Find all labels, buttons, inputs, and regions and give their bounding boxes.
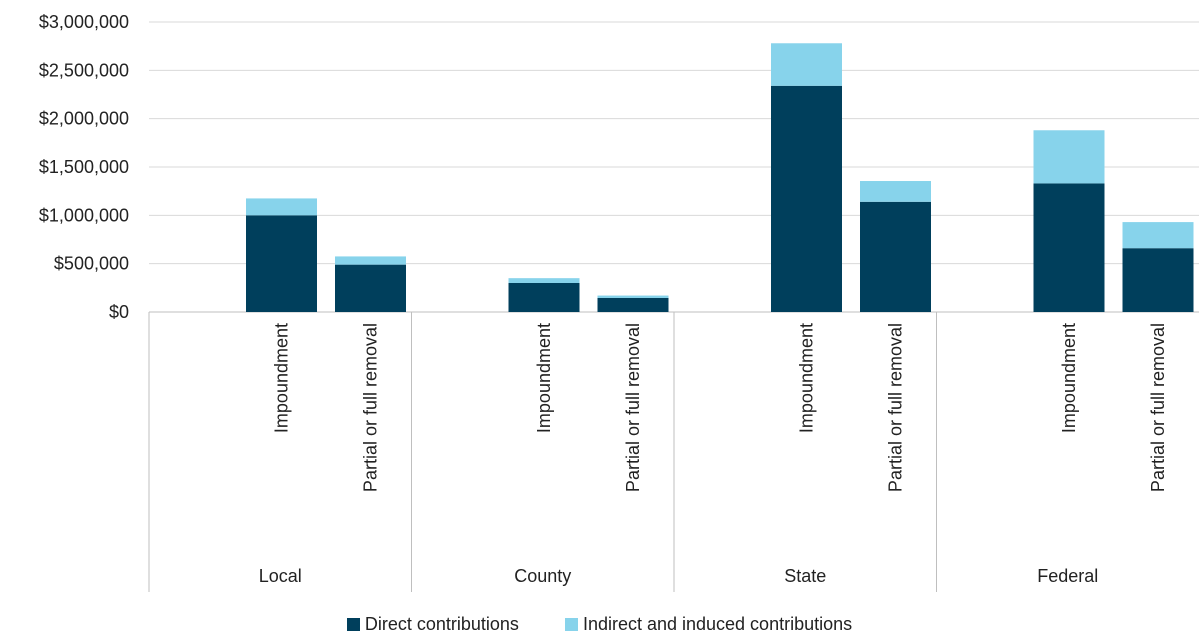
legend-item-indirect: Indirect and induced contributions bbox=[564, 613, 853, 635]
bar-indirect bbox=[508, 278, 580, 283]
category-label: Impoundment bbox=[1059, 323, 1079, 433]
bar-direct bbox=[597, 297, 669, 312]
bar-indirect bbox=[1033, 130, 1105, 184]
bar-direct bbox=[508, 283, 580, 312]
group-labels: Local County State Federal bbox=[259, 566, 1099, 586]
y-tick-label: $2,000,000 bbox=[39, 109, 129, 129]
y-tick-label: $0 bbox=[109, 302, 129, 322]
category-label: Impoundment bbox=[534, 323, 554, 433]
y-tick-label: $2,500,000 bbox=[39, 60, 129, 80]
legend-swatch-direct bbox=[346, 617, 360, 631]
bar-indirect bbox=[335, 256, 406, 265]
y-tick-label: $3,000,000 bbox=[39, 12, 129, 32]
legend-item-direct: Direct contributions bbox=[346, 613, 519, 635]
bar-indirect bbox=[246, 198, 317, 216]
category-label: Impoundment bbox=[272, 323, 292, 433]
bar-indirect bbox=[1122, 222, 1194, 249]
category-label: Partial or full removal bbox=[623, 323, 643, 492]
legend: Direct contributions Indirect and induce… bbox=[0, 610, 1199, 638]
y-tick-label: $500,000 bbox=[54, 254, 129, 274]
bar-direct bbox=[860, 201, 931, 312]
bar-indirect bbox=[860, 181, 931, 202]
y-tick-label: $1,500,000 bbox=[39, 157, 129, 177]
group-label: Local bbox=[259, 566, 302, 586]
legend-swatch-indirect bbox=[564, 617, 578, 631]
group-label: Federal bbox=[1037, 566, 1098, 586]
category-label: Partial or full removal bbox=[361, 323, 381, 492]
bar-indirect bbox=[597, 295, 669, 298]
gridlines bbox=[149, 21, 1199, 313]
category-label: Partial or full removal bbox=[1148, 323, 1168, 492]
group-label: State bbox=[784, 566, 826, 586]
y-axis-tick-labels: $0 $500,000 $1,000,000 $1,500,000 $2,000,000… bbox=[39, 12, 129, 322]
y-tick-label: $1,000,000 bbox=[39, 205, 129, 225]
category-axis bbox=[148, 312, 937, 592]
category-labels: Impoundment Partial or full removal Impoun… bbox=[272, 323, 1169, 492]
bar-direct bbox=[246, 215, 317, 312]
legend-label-indirect: Indirect and induced contributions bbox=[582, 613, 853, 634]
bars bbox=[246, 43, 1194, 312]
bar-direct bbox=[335, 264, 406, 312]
bar-indirect bbox=[771, 43, 842, 86]
category-label: Partial or full removal bbox=[886, 323, 906, 492]
bar-direct bbox=[1033, 183, 1105, 312]
group-label: County bbox=[514, 566, 571, 586]
bar-direct bbox=[771, 85, 842, 312]
legend-label-direct: Direct contributions bbox=[364, 613, 519, 634]
chart: $0 $500,000 $1,000,000 $1,500,000 $2,000,000… bbox=[39, 12, 1199, 592]
bar-direct bbox=[1122, 248, 1194, 312]
category-label: Impoundment bbox=[797, 323, 817, 433]
